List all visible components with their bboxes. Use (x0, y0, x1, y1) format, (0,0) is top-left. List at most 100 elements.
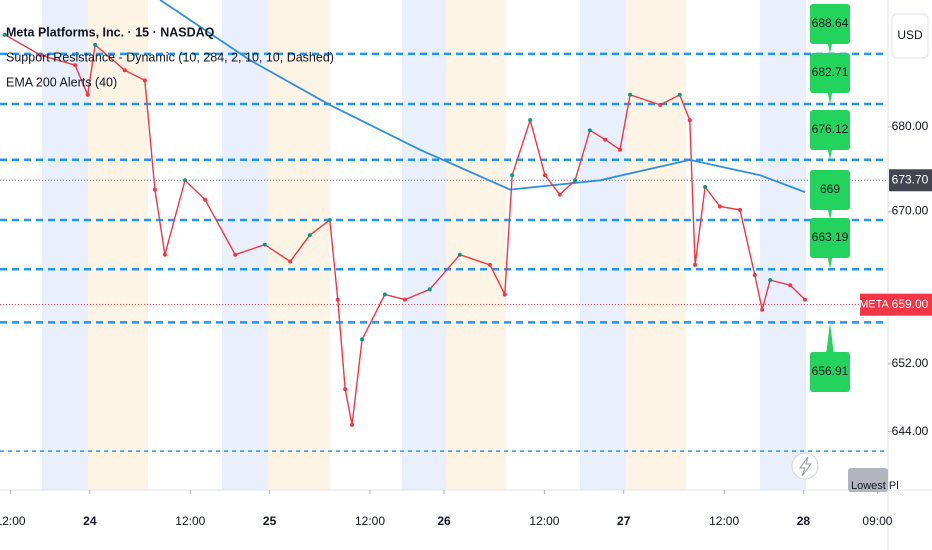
price-point (738, 207, 742, 212)
badge-text: Lowest Pl (851, 480, 899, 492)
level-label-pointer (824, 190, 836, 221)
last-price-tag (889, 293, 932, 316)
session-band (402, 0, 446, 490)
session-band (446, 0, 506, 490)
price-point (510, 173, 515, 178)
price-point (327, 218, 332, 223)
price-point (402, 297, 407, 302)
last-price-name-tag (860, 293, 889, 316)
x-tick-label: 25 (263, 514, 277, 528)
x-tick-label: 26 (437, 514, 451, 528)
price-point (628, 92, 633, 97)
price-point (618, 147, 623, 152)
price-point (382, 292, 387, 297)
price-point (162, 252, 167, 257)
price-point (2, 32, 7, 37)
price-point (343, 387, 348, 392)
x-tick-label: 12:00 (0, 514, 26, 528)
level-label: 682.71 (812, 65, 849, 79)
price-point (288, 259, 293, 264)
y-tick-label: 670.00 (892, 204, 929, 218)
level-label-pointer (824, 73, 836, 105)
level-label: 676.12 (812, 122, 849, 136)
session-band (760, 0, 806, 490)
x-tick-label: 12:00 (175, 514, 205, 528)
price-point (693, 262, 698, 267)
indicator-label: Support Resistance - Dynamic (10, 284, 2… (6, 50, 334, 64)
last-price-label: 659.00 (892, 297, 929, 311)
price-point (658, 102, 663, 107)
price-point (73, 63, 78, 68)
price-point (152, 187, 157, 192)
price-point (752, 273, 757, 278)
price-point (788, 283, 793, 288)
x-tick-label: 24 (83, 514, 97, 528)
session-band (268, 0, 330, 490)
session-band (42, 0, 88, 490)
price-point (122, 68, 127, 73)
level-label: 656.91 (812, 364, 849, 378)
price-point (687, 118, 692, 123)
last-price-name: META (859, 299, 889, 311)
price-point (233, 252, 238, 257)
level-label-pointer (824, 130, 836, 160)
price-point (487, 262, 492, 267)
price-point (557, 192, 562, 197)
price-point (457, 252, 462, 257)
x-tick-label: 28 (797, 514, 811, 528)
price-point (85, 92, 90, 97)
y-tick-label: 652.00 (892, 356, 929, 370)
session-band (222, 0, 268, 490)
alert-icon[interactable] (791, 452, 819, 480)
level-label-pointer (824, 322, 836, 372)
price-point (677, 92, 682, 97)
session-bands (42, 0, 806, 490)
price-point (262, 242, 267, 247)
chart-title: Meta Platforms, Inc. · 15 · NASDAQ (6, 25, 215, 39)
series-line (159, 0, 806, 193)
price-point (717, 204, 722, 209)
price-point (360, 337, 365, 342)
x-tick-label: 12:00 (529, 514, 559, 528)
price-point (528, 118, 533, 123)
y-tick-label: 680.00 (892, 119, 929, 133)
session-band (580, 0, 626, 490)
price-point (203, 197, 208, 202)
alert-bolt (799, 456, 812, 477)
price-point (760, 307, 765, 312)
badge (848, 468, 888, 492)
level-label-pointer (824, 238, 836, 270)
indicator-label: EMA 200 Alerts (40) (6, 75, 117, 89)
price-point (703, 185, 708, 190)
level-label: 669 (820, 182, 840, 196)
currency-box[interactable] (891, 13, 929, 59)
plot (0, 0, 888, 452)
x-tick-label: 27 (617, 514, 631, 528)
price-point (335, 297, 340, 302)
level-label: 663.19 (812, 230, 849, 244)
ema-price-label: 673.70 (892, 172, 929, 186)
level-label: 688.64 (812, 16, 849, 30)
level-label-pointer (824, 24, 836, 54)
price-point (502, 292, 507, 297)
price-point (38, 53, 43, 58)
price-point (573, 178, 578, 183)
session-band (88, 0, 148, 490)
price-point (803, 297, 808, 302)
x-tick-label: 12:00 (355, 514, 385, 528)
price-point (350, 422, 355, 427)
price-point (93, 42, 98, 47)
price-point (542, 173, 547, 178)
currency[interactable]: USD (897, 28, 923, 42)
x-tick-label: 09:00 (862, 514, 892, 528)
price-point (142, 78, 147, 83)
price-point (768, 278, 773, 283)
x-tick-label: 12:00 (709, 514, 739, 528)
price-point (427, 287, 432, 292)
session-band (626, 0, 686, 490)
legend: Meta Platforms, Inc. · 15 · NASDAQ Suppo… (6, 25, 334, 89)
price-point (603, 137, 608, 142)
ema-price-tag (889, 169, 932, 192)
price-point (587, 128, 592, 133)
